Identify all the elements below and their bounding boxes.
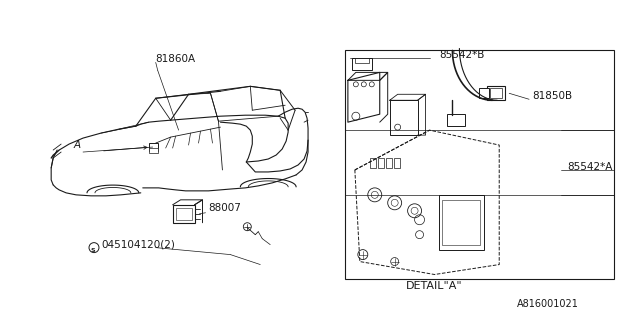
Text: A816001021: A816001021 [517, 299, 579, 309]
Text: 81860A: 81860A [156, 54, 196, 64]
Bar [173, 205, 195, 223]
Bar [440, 195, 484, 250]
Bar [345, 51, 614, 279]
Text: DETAIL"A": DETAIL"A" [406, 281, 463, 292]
Bar [148, 148, 157, 153]
Text: S: S [91, 248, 95, 252]
Bar [352, 59, 372, 70]
Bar [148, 143, 157, 151]
Text: 045104120(2): 045104120(2) [101, 240, 175, 250]
Bar [175, 208, 191, 220]
Bar [370, 158, 376, 168]
Bar [447, 114, 465, 126]
Text: 81850B: 81850B [532, 91, 572, 101]
Bar [386, 158, 392, 168]
Bar [487, 86, 505, 100]
Bar [378, 158, 384, 168]
Text: 85542*A: 85542*A [567, 162, 612, 172]
Bar [479, 88, 489, 98]
Text: 88007: 88007 [209, 203, 241, 213]
Bar [355, 59, 369, 63]
Bar [390, 100, 417, 135]
Bar [394, 158, 399, 168]
Text: 85542*B: 85542*B [440, 51, 485, 60]
Text: A: A [73, 140, 80, 150]
Bar [442, 200, 480, 244]
Bar [490, 88, 502, 98]
